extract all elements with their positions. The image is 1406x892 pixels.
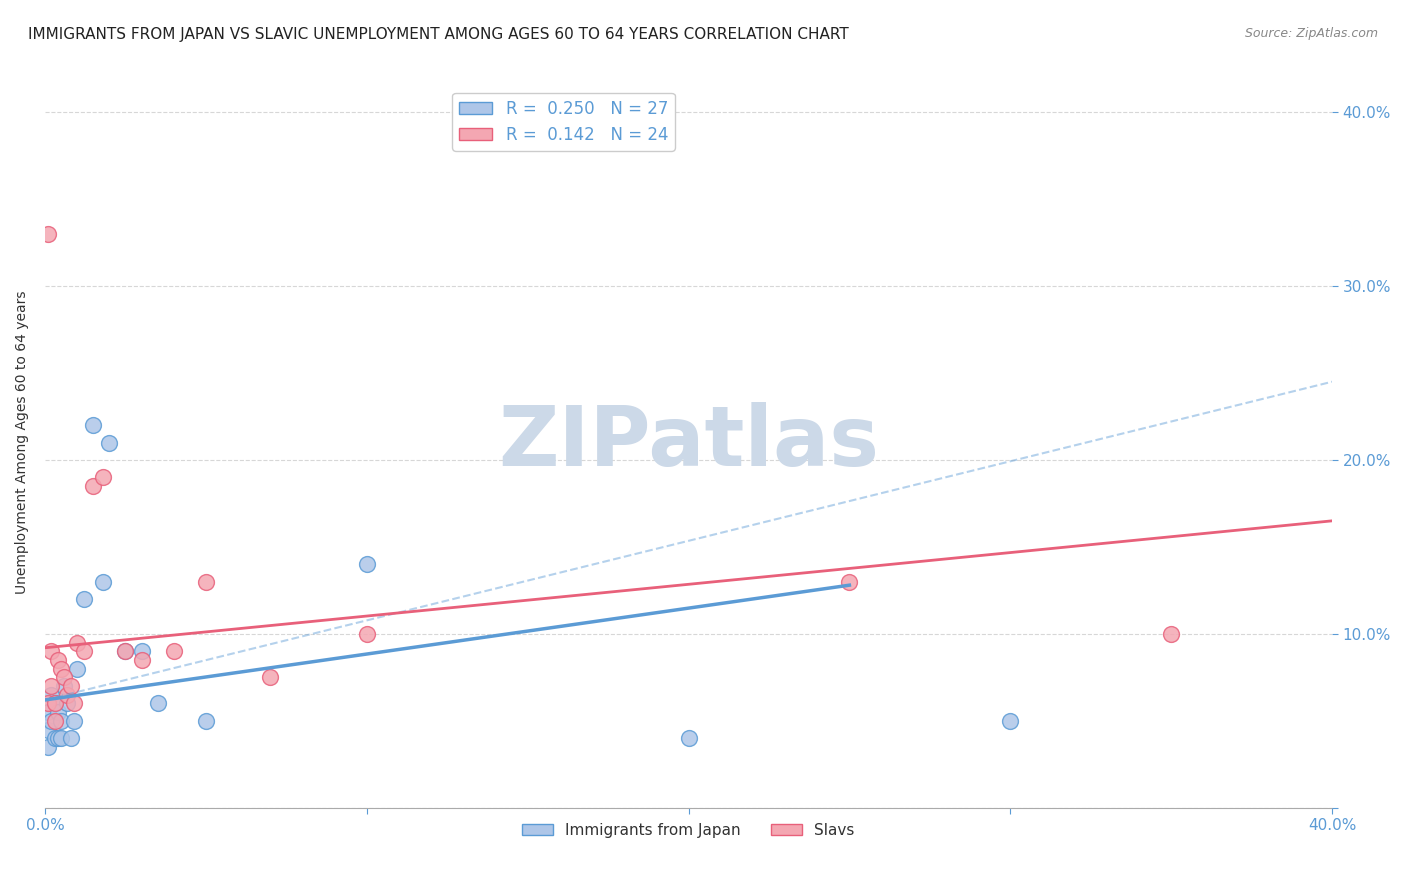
- Point: [53, 679, 76, 693]
- Point: [46, 731, 69, 746]
- Point: [44, 731, 66, 746]
- Point: [53, 670, 76, 684]
- Point: [114, 644, 136, 658]
- Point: [82, 479, 104, 493]
- Point: [37, 739, 59, 754]
- Point: [37, 723, 59, 737]
- Point: [678, 731, 700, 746]
- Text: Source: ZipAtlas.com: Source: ZipAtlas.com: [1244, 27, 1378, 40]
- Point: [59, 679, 82, 693]
- Y-axis label: Unemployment Among Ages 60 to 64 years: Unemployment Among Ages 60 to 64 years: [15, 291, 30, 594]
- Point: [46, 705, 69, 719]
- Point: [41, 688, 63, 702]
- Point: [49, 714, 72, 728]
- Point: [114, 644, 136, 658]
- Point: [72, 592, 94, 607]
- Point: [131, 644, 153, 658]
- Point: [131, 653, 153, 667]
- Point: [56, 697, 79, 711]
- Point: [56, 688, 79, 702]
- Point: [63, 714, 86, 728]
- Text: IMMIGRANTS FROM JAPAN VS SLAVIC UNEMPLOYMENT AMONG AGES 60 TO 64 YEARS CORRELATI: IMMIGRANTS FROM JAPAN VS SLAVIC UNEMPLOY…: [28, 27, 849, 42]
- Point: [259, 670, 281, 684]
- Point: [356, 558, 378, 572]
- Legend: Immigrants from Japan, Slavs: Immigrants from Japan, Slavs: [516, 817, 860, 844]
- Point: [72, 644, 94, 658]
- Point: [838, 574, 860, 589]
- Point: [44, 697, 66, 711]
- Point: [194, 714, 217, 728]
- Point: [163, 644, 186, 658]
- Point: [146, 697, 169, 711]
- Point: [49, 731, 72, 746]
- Point: [41, 644, 63, 658]
- Point: [66, 635, 89, 649]
- Point: [82, 418, 104, 433]
- Point: [63, 697, 86, 711]
- Point: [1000, 714, 1022, 728]
- Point: [49, 662, 72, 676]
- Point: [37, 227, 59, 241]
- Text: ZIPatlas: ZIPatlas: [498, 402, 879, 483]
- Point: [66, 662, 89, 676]
- Point: [1160, 627, 1182, 641]
- Point: [41, 714, 63, 728]
- Point: [356, 627, 378, 641]
- Point: [37, 705, 59, 719]
- Point: [44, 697, 66, 711]
- Point: [41, 679, 63, 693]
- Point: [37, 697, 59, 711]
- Point: [44, 714, 66, 728]
- Point: [194, 574, 217, 589]
- Point: [91, 574, 114, 589]
- Point: [98, 435, 121, 450]
- Point: [91, 470, 114, 484]
- Point: [59, 731, 82, 746]
- Point: [46, 653, 69, 667]
